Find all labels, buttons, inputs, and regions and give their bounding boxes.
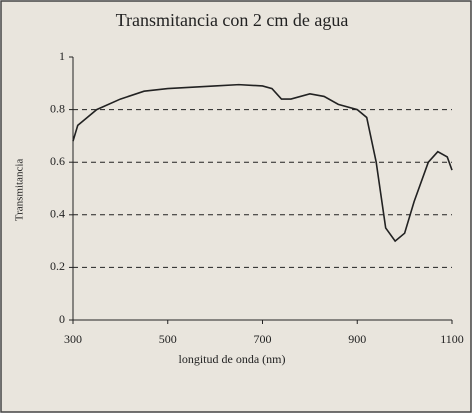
y-tick-label: 0.4 — [50, 207, 65, 221]
y-tick-label: 0.6 — [50, 154, 65, 168]
data-line — [72, 83, 453, 243]
x-tick-label: 900 — [348, 332, 366, 346]
x-tick-label: 1100 — [440, 332, 464, 346]
chart-title: Transmitancia con 2 cm de agua — [116, 10, 349, 30]
x-axis-label: longitud de onda (nm) — [179, 352, 286, 366]
y-tick-label: 0.2 — [50, 259, 65, 273]
y-tick-label: 0.8 — [50, 101, 65, 115]
x-tick-label: 300 — [64, 332, 82, 346]
y-tick-label: 0 — [59, 312, 65, 326]
y-tick-label: 1 — [59, 49, 65, 63]
x-tick-label: 700 — [254, 332, 272, 346]
x-tick-label: 500 — [159, 332, 177, 346]
y-axis-label: Transmitancia — [14, 159, 26, 222]
